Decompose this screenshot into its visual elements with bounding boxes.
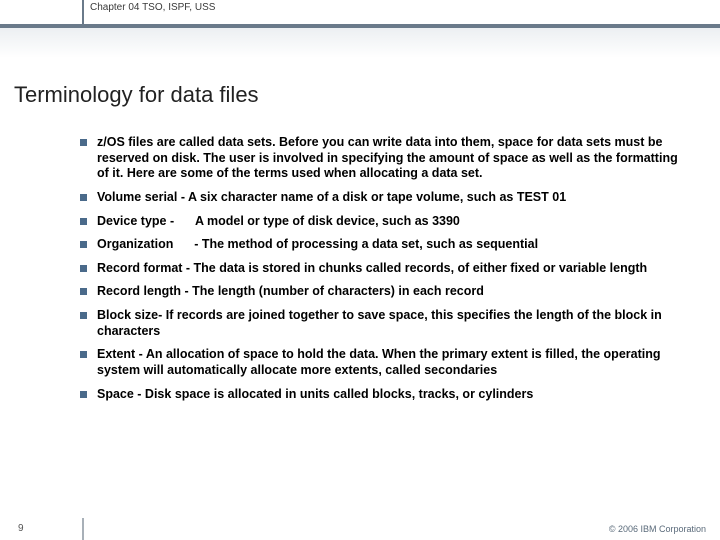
footer: 9 © 2006 IBM Corporation [0,510,720,540]
bullet-square-icon [80,391,87,398]
bullet-text: Block size- If records are joined togeth… [97,308,680,339]
bullet-text: Record length - The length (number of ch… [97,284,484,300]
list-item: Record format - The data is stored in ch… [80,261,680,277]
page-title: Terminology for data files [14,82,259,108]
bullet-text: Device type - A model or type of disk de… [97,214,460,230]
chapter-label: Chapter 04 TSO, ISPF, USS [90,2,215,13]
header-divider [82,0,84,24]
bullet-text: Organization - The method of processing … [97,237,538,253]
bullet-square-icon [80,312,87,319]
copyright-text: © 2006 IBM Corporation [609,524,706,534]
list-item: z/OS files are called data sets. Before … [80,135,680,182]
bullet-text: Extent - An allocation of space to hold … [97,347,680,378]
bullet-square-icon [80,139,87,146]
bullet-square-icon [80,265,87,272]
bullet-square-icon [80,241,87,248]
list-item: Extent - An allocation of space to hold … [80,347,680,378]
header-bar: Chapter 04 TSO, ISPF, USS [0,0,720,24]
bullet-square-icon [80,194,87,201]
header-gradient [0,28,720,58]
bullet-square-icon [80,218,87,225]
content-area: z/OS files are called data sets. Before … [80,135,680,410]
bullet-text: z/OS files are called data sets. Before … [97,135,680,182]
list-item: Organization - The method of processing … [80,237,680,253]
list-item: Device type - A model or type of disk de… [80,214,680,230]
bullet-text: Volume serial - A six character name of … [97,190,566,206]
list-item: Space - Disk space is allocated in units… [80,387,680,403]
bullet-text: Space - Disk space is allocated in units… [97,387,533,403]
bullet-square-icon [80,288,87,295]
list-item: Record length - The length (number of ch… [80,284,680,300]
bullet-text: Record format - The data is stored in ch… [97,261,647,277]
bullet-square-icon [80,351,87,358]
page-number: 9 [18,523,24,534]
list-item: Volume serial - A six character name of … [80,190,680,206]
footer-divider [82,518,84,540]
list-item: Block size- If records are joined togeth… [80,308,680,339]
